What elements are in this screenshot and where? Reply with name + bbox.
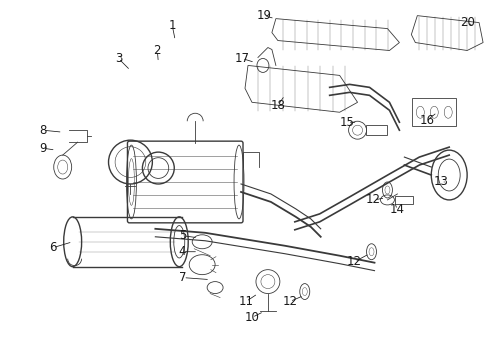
Text: 12: 12 [366, 193, 381, 206]
Text: 14: 14 [390, 203, 405, 216]
Bar [395, 196, 414, 204]
Text: 10: 10 [245, 311, 259, 324]
Text: 11: 11 [239, 295, 253, 308]
Text: 12: 12 [347, 255, 362, 268]
Text: 16: 16 [420, 114, 435, 127]
Text: 2: 2 [153, 44, 161, 57]
Bar [366, 125, 388, 135]
Text: 7: 7 [179, 271, 187, 284]
Text: 1: 1 [169, 19, 176, 32]
Text: 9: 9 [39, 141, 47, 155]
Text: 19: 19 [256, 9, 271, 22]
Text: 20: 20 [460, 16, 475, 29]
Text: 5: 5 [179, 229, 187, 242]
Text: 18: 18 [270, 99, 285, 112]
Bar [413, 98, 456, 126]
Text: 15: 15 [340, 116, 355, 129]
Text: 8: 8 [39, 124, 47, 137]
Text: 13: 13 [434, 175, 449, 189]
Text: 6: 6 [49, 241, 56, 254]
Text: 12: 12 [282, 295, 297, 308]
Text: 3: 3 [115, 52, 122, 65]
Text: 17: 17 [235, 52, 249, 65]
Text: 4: 4 [178, 245, 186, 258]
